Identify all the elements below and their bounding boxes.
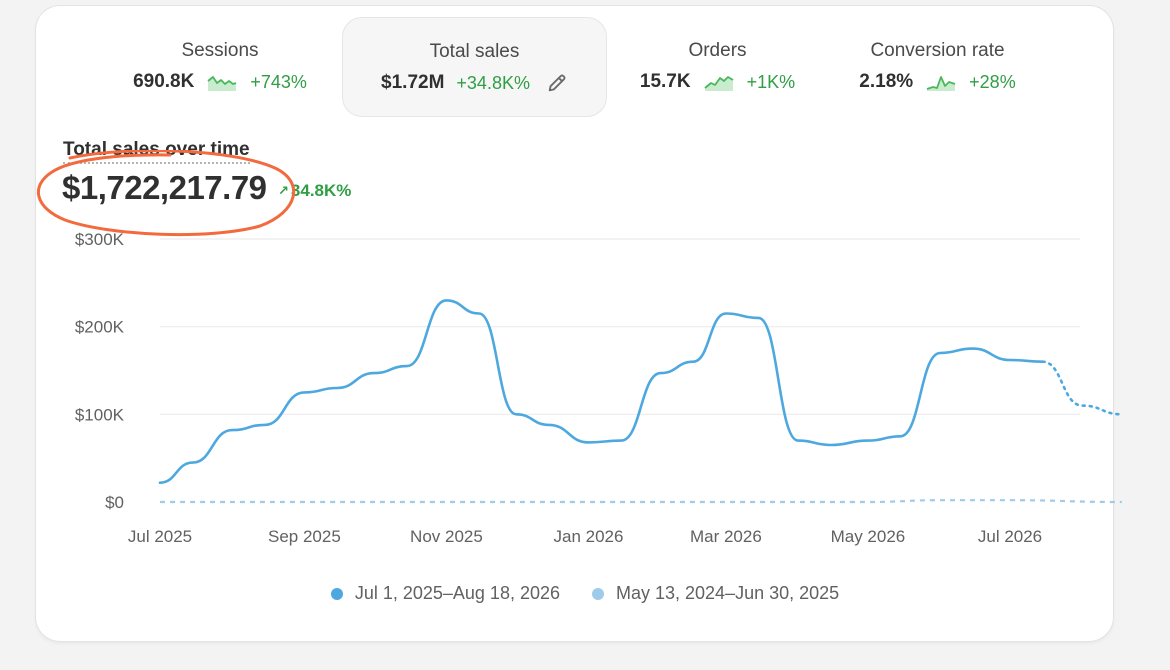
metric-tab-conversion-rate[interactable]: Conversion rate 2.18% +28% [830, 17, 1045, 117]
metric-title: Orders [688, 40, 747, 61]
x-tick-label: Jul 2026 [978, 527, 1042, 546]
y-tick-label: $0 [105, 493, 124, 512]
x-tick-label: Nov 2025 [410, 527, 483, 546]
x-tick-label: Sep 2025 [268, 527, 341, 546]
legend-dot-icon [592, 587, 604, 600]
metric-value: 2.18% [859, 71, 914, 92]
x-tick-label: Mar 2026 [690, 527, 762, 546]
metric-value: $1.72M [381, 72, 445, 93]
x-tick-label: Jan 2026 [554, 527, 624, 546]
metric-tab-orders[interactable]: Orders 15.7K +1K% [615, 17, 820, 117]
metric-change: +743% [250, 71, 307, 92]
total-sales-change-text: 34.8K% [290, 181, 352, 200]
metric-tab-total-sales[interactable]: Total sales $1.72M +34.8K% [342, 17, 607, 117]
pencil-icon[interactable] [546, 72, 568, 94]
metric-title: Conversion rate [870, 40, 1005, 61]
legend-label: May 13, 2024–Jun 30, 2025 [616, 583, 840, 603]
metric-title: Sessions [181, 40, 259, 61]
primary-series-projection [1041, 360, 1124, 416]
metric-change: +28% [969, 71, 1016, 92]
y-tick-label: $200K [75, 318, 125, 337]
metric-tab-sessions[interactable]: Sessions 690.8K +743% [110, 17, 330, 117]
primary-series-line [158, 299, 1044, 484]
metric-change: +34.8K% [456, 72, 530, 93]
legend-dot-icon [330, 587, 343, 600]
metric-value: 690.8K [133, 71, 195, 92]
metric-value: 15.7K [639, 71, 691, 92]
metric-title: Total sales [429, 41, 520, 62]
legend-label: Jul 1, 2025–Aug 18, 2026 [354, 583, 560, 603]
chart-legend: Jul 1, 2025–Aug 18, 2026 May 13, 2024–Ju… [0, 583, 1170, 604]
x-tick-label: Jul 2025 [128, 527, 192, 546]
comparison-series-line [160, 499, 1122, 504]
y-tick-label: $100K [75, 405, 125, 424]
x-tick-label: May 2026 [831, 527, 906, 546]
sparkline-conversion-icon [926, 76, 956, 91]
sparkline-sessions-icon [207, 76, 237, 91]
legend-item-comparison[interactable]: May 13, 2024–Jun 30, 2025 [592, 583, 839, 604]
metric-change: +1K% [746, 71, 796, 92]
y-tick-label: $300K [75, 230, 125, 249]
sparkline-orders-icon [704, 76, 734, 91]
legend-item-current[interactable]: Jul 1, 2025–Aug 18, 2026 [330, 583, 560, 604]
